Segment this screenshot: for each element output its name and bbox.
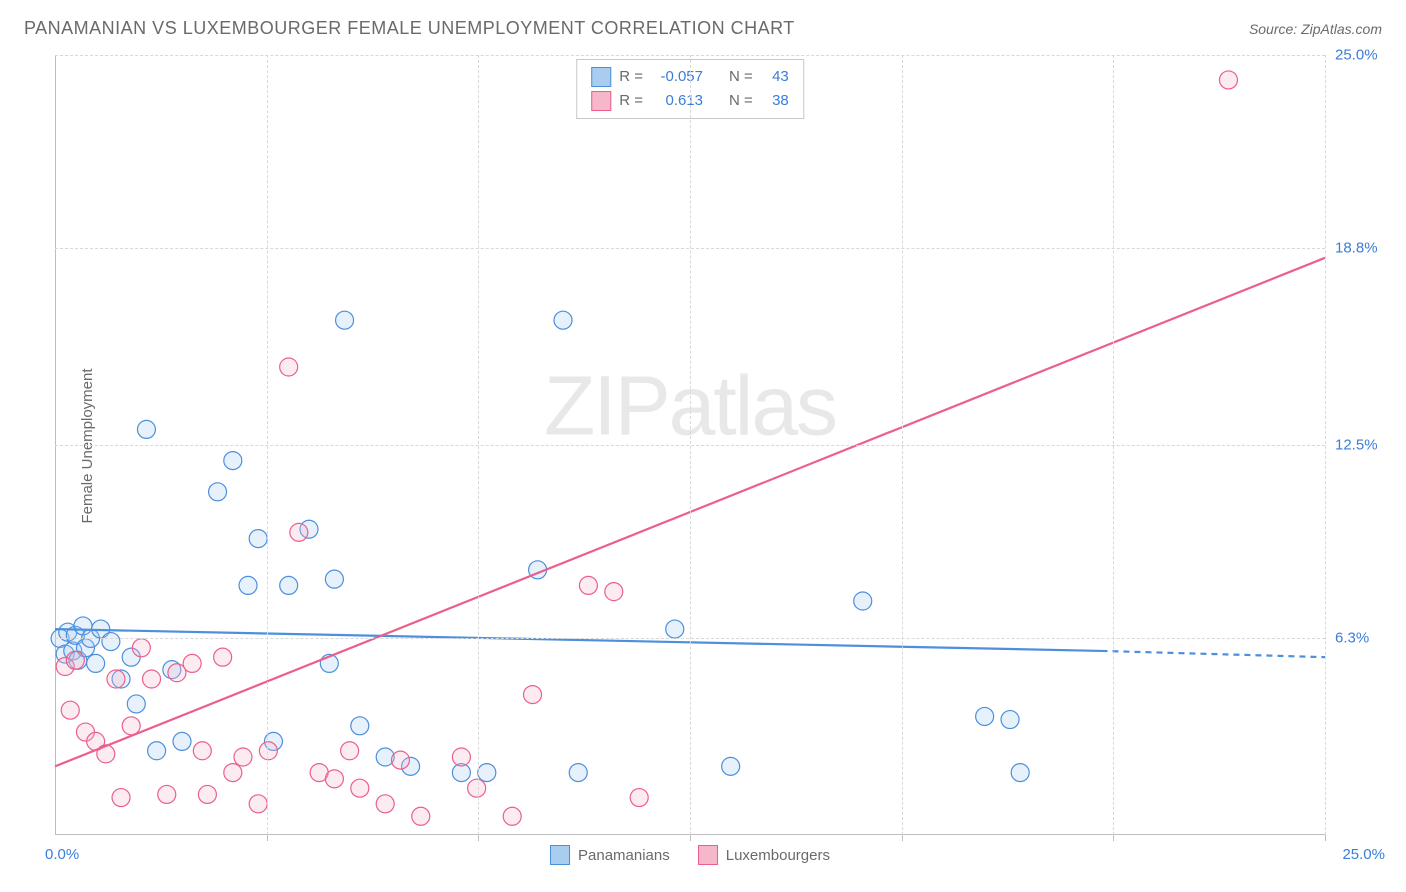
- n-label-1: N =: [729, 65, 753, 89]
- data-point: [61, 701, 79, 719]
- data-point: [325, 570, 343, 588]
- trend-line-dashed: [1101, 651, 1325, 657]
- data-point: [1219, 71, 1237, 89]
- data-point: [1001, 711, 1019, 729]
- x-tickmark: [1113, 835, 1114, 841]
- data-point: [66, 651, 84, 669]
- data-point: [524, 686, 542, 704]
- x-tickmark: [1325, 835, 1326, 841]
- data-point: [198, 785, 216, 803]
- data-point: [148, 742, 166, 760]
- data-point: [224, 452, 242, 470]
- x-tickmark: [902, 835, 903, 841]
- r-value-1: -0.057: [651, 65, 703, 89]
- gridline-v: [1113, 55, 1114, 835]
- legend-label-panamanians: Panamanians: [578, 847, 670, 864]
- data-point: [376, 795, 394, 813]
- data-point: [854, 592, 872, 610]
- data-point: [280, 358, 298, 376]
- y-tick-label: 18.8%: [1335, 240, 1395, 257]
- x-tick-max: 25.0%: [1342, 846, 1385, 863]
- data-point: [976, 707, 994, 725]
- legend-swatch-luxembourgers: [698, 845, 718, 865]
- data-point: [158, 785, 176, 803]
- n-value-2: 38: [761, 89, 789, 113]
- data-point: [569, 764, 587, 782]
- swatch-luxembourgers: [591, 91, 611, 111]
- y-tick-label: 6.3%: [1335, 630, 1395, 647]
- chart-title: PANAMANIAN VS LUXEMBOURGER FEMALE UNEMPL…: [24, 18, 795, 39]
- data-point: [127, 695, 145, 713]
- x-tickmark: [267, 835, 268, 841]
- data-point: [102, 633, 120, 651]
- data-point: [666, 620, 684, 638]
- gridline-v: [902, 55, 903, 835]
- data-point: [605, 583, 623, 601]
- x-tick-min: 0.0%: [45, 846, 79, 863]
- data-point: [112, 789, 130, 807]
- chart-header: PANAMANIAN VS LUXEMBOURGER FEMALE UNEMPL…: [24, 18, 1382, 39]
- r-label-2: R =: [619, 89, 643, 113]
- data-point: [554, 311, 572, 329]
- gridline-v: [1325, 55, 1326, 835]
- data-point: [209, 483, 227, 501]
- data-point: [239, 576, 257, 594]
- data-point: [341, 742, 359, 760]
- data-point: [137, 420, 155, 438]
- data-point: [468, 779, 486, 797]
- data-point: [122, 717, 140, 735]
- data-point: [336, 311, 354, 329]
- x-tickmark: [478, 835, 479, 841]
- x-tickmark: [690, 835, 691, 841]
- data-point: [107, 670, 125, 688]
- legend-item-luxembourgers: Luxembourgers: [698, 845, 830, 865]
- chart-source: Source: ZipAtlas.com: [1249, 21, 1382, 37]
- legend-swatch-panamanians: [550, 845, 570, 865]
- data-point: [722, 757, 740, 775]
- n-value-1: 43: [761, 65, 789, 89]
- data-point: [325, 770, 343, 788]
- legend-item-panamanians: Panamanians: [550, 845, 670, 865]
- data-point: [290, 523, 308, 541]
- data-point: [87, 654, 105, 672]
- x-legend: Panamanians Luxembourgers: [550, 845, 830, 865]
- swatch-panamanians: [591, 67, 611, 87]
- data-point: [412, 807, 430, 825]
- data-point: [193, 742, 211, 760]
- data-point: [249, 530, 267, 548]
- y-tick-label: 25.0%: [1335, 47, 1395, 64]
- data-point: [1011, 764, 1029, 782]
- data-point: [351, 779, 369, 797]
- y-tick-label: 12.5%: [1335, 437, 1395, 454]
- r-value-2: 0.613: [651, 89, 703, 113]
- data-point: [224, 764, 242, 782]
- legend-label-luxembourgers: Luxembourgers: [726, 847, 830, 864]
- scatter-plot: ZIPatlas R = -0.057 N = 43 R = 0.613 N =…: [55, 55, 1325, 835]
- data-point: [503, 807, 521, 825]
- n-label-2: N =: [729, 89, 753, 113]
- data-point: [259, 742, 277, 760]
- trend-line: [55, 629, 1101, 651]
- data-point: [351, 717, 369, 735]
- data-point: [143, 670, 161, 688]
- data-point: [173, 732, 191, 750]
- data-point: [234, 748, 252, 766]
- data-point: [391, 751, 409, 769]
- gridline-v: [690, 55, 691, 835]
- r-label-1: R =: [619, 65, 643, 89]
- data-point: [183, 654, 201, 672]
- data-point: [249, 795, 267, 813]
- gridline-v: [478, 55, 479, 835]
- data-point: [579, 576, 597, 594]
- gridline-v: [267, 55, 268, 835]
- data-point: [132, 639, 150, 657]
- data-point: [452, 748, 470, 766]
- data-point: [214, 648, 232, 666]
- data-point: [478, 764, 496, 782]
- data-point: [630, 789, 648, 807]
- data-point: [280, 576, 298, 594]
